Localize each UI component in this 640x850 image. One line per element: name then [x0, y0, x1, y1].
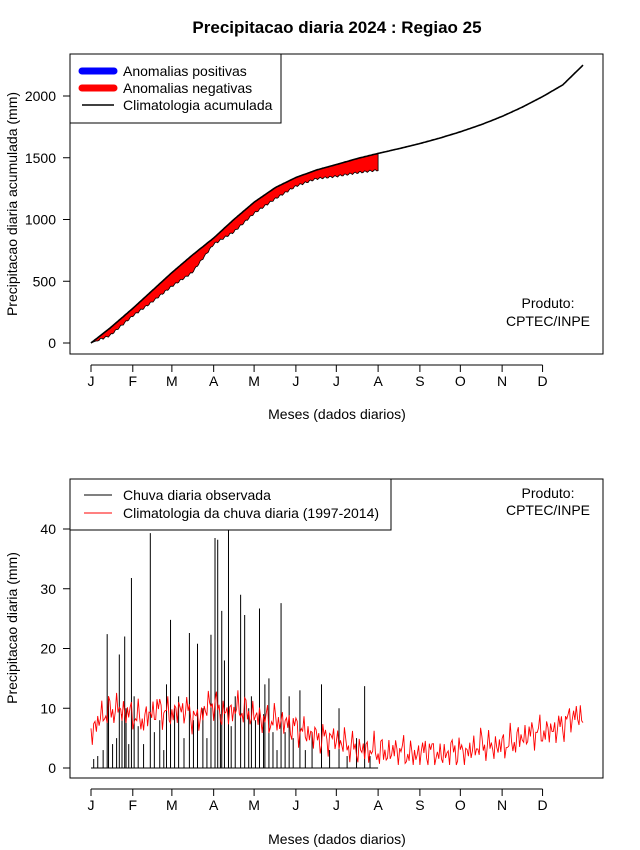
x-tick-label: A [209, 797, 219, 813]
negative-anomaly-area [90, 152, 379, 344]
x-tick-label: M [166, 797, 178, 813]
y-tick-label: 500 [33, 273, 57, 289]
legend-box-bottom [69, 478, 392, 531]
top-axes: J F M A M J J A S O N D 0 500 1000 1500 2000 [25, 88, 548, 389]
y-tick-label: 0 [48, 760, 56, 776]
x-tick-label: J [88, 797, 95, 813]
daily-panel: J F M A M J J A S O N D 0 10 20 30 40 Meses (dados diari… [4, 478, 604, 847]
credit-line2-top: CPTEC/INPE [506, 313, 590, 329]
x-tick-label: J [333, 373, 340, 389]
x-tick-label: J [292, 373, 299, 389]
chart-title: Precipitacao diaria 2024 : Regiao 25 [192, 18, 481, 37]
legend-bottom: Chuva diaria observada Climatologia da c… [69, 478, 392, 531]
x-tick-label: D [537, 373, 547, 389]
x-tick-label: F [129, 797, 138, 813]
bottom-axes: J F M A M J J A S O N D 0 10 20 30 40 [40, 521, 547, 813]
x-tick-label: A [373, 373, 383, 389]
legend-item-clim-daily: Climatologia da chuva diaria (1997-2014) [123, 505, 379, 521]
y-tick-label: 20 [40, 641, 56, 657]
x-axis-label-top: Meses (dados diarios) [268, 406, 406, 422]
x-tick-label: S [415, 797, 424, 813]
y-tick-label: 2000 [25, 88, 56, 104]
y-tick-label: 0 [48, 335, 56, 351]
x-tick-label: O [455, 373, 466, 389]
y-tick-label: 40 [40, 521, 56, 537]
x-tick-label: N [497, 797, 507, 813]
legend-item-observed: Chuva diaria observada [123, 487, 271, 503]
bottom-series [90, 496, 584, 769]
x-tick-label: M [248, 373, 260, 389]
legend-item-negative: Anomalias negativas [123, 80, 252, 96]
x-tick-label: M [248, 797, 260, 813]
x-tick-label: J [88, 373, 95, 389]
climatology-daily-line [90, 690, 584, 766]
climatology-accumulated-line [90, 64, 584, 344]
credit-line2-bottom: CPTEC/INPE [506, 502, 590, 518]
y-tick-label: 30 [40, 581, 56, 597]
x-tick-label: J [333, 797, 340, 813]
y-tick-label: 10 [40, 700, 56, 716]
y-tick-label: 1500 [25, 150, 56, 166]
y-tick-label: 1000 [25, 212, 56, 228]
legend-top: Anomalias positivas Anomalias negativas … [69, 53, 282, 124]
legend-item-positive: Anomalias positivas [123, 63, 247, 79]
credit-line1-top: Produto: [522, 295, 575, 311]
legend-item-climatology: Climatologia acumulada [123, 97, 273, 113]
x-tick-label: J [292, 797, 299, 813]
x-tick-label: A [209, 373, 219, 389]
x-tick-label: S [415, 373, 424, 389]
y-axis-label-bottom: Precipitacao diaria (mm) [4, 552, 20, 704]
x-tick-label: A [373, 797, 383, 813]
x-tick-label: N [497, 373, 507, 389]
accumulated-panel: J F M A M J J A S O N D 0 500 1000 1500 2000 Meses (dado… [4, 53, 604, 422]
top-series [90, 64, 584, 344]
x-tick-label: M [166, 373, 178, 389]
x-tick-label: D [537, 797, 547, 813]
credit-line1-bottom: Produto: [522, 485, 575, 501]
x-tick-label: F [129, 373, 138, 389]
x-axis-label-bottom: Meses (dados diarios) [268, 831, 406, 847]
y-axis-label-top: Precipitacao diaria acumulada (mm) [4, 92, 20, 316]
x-tick-label: O [455, 797, 466, 813]
